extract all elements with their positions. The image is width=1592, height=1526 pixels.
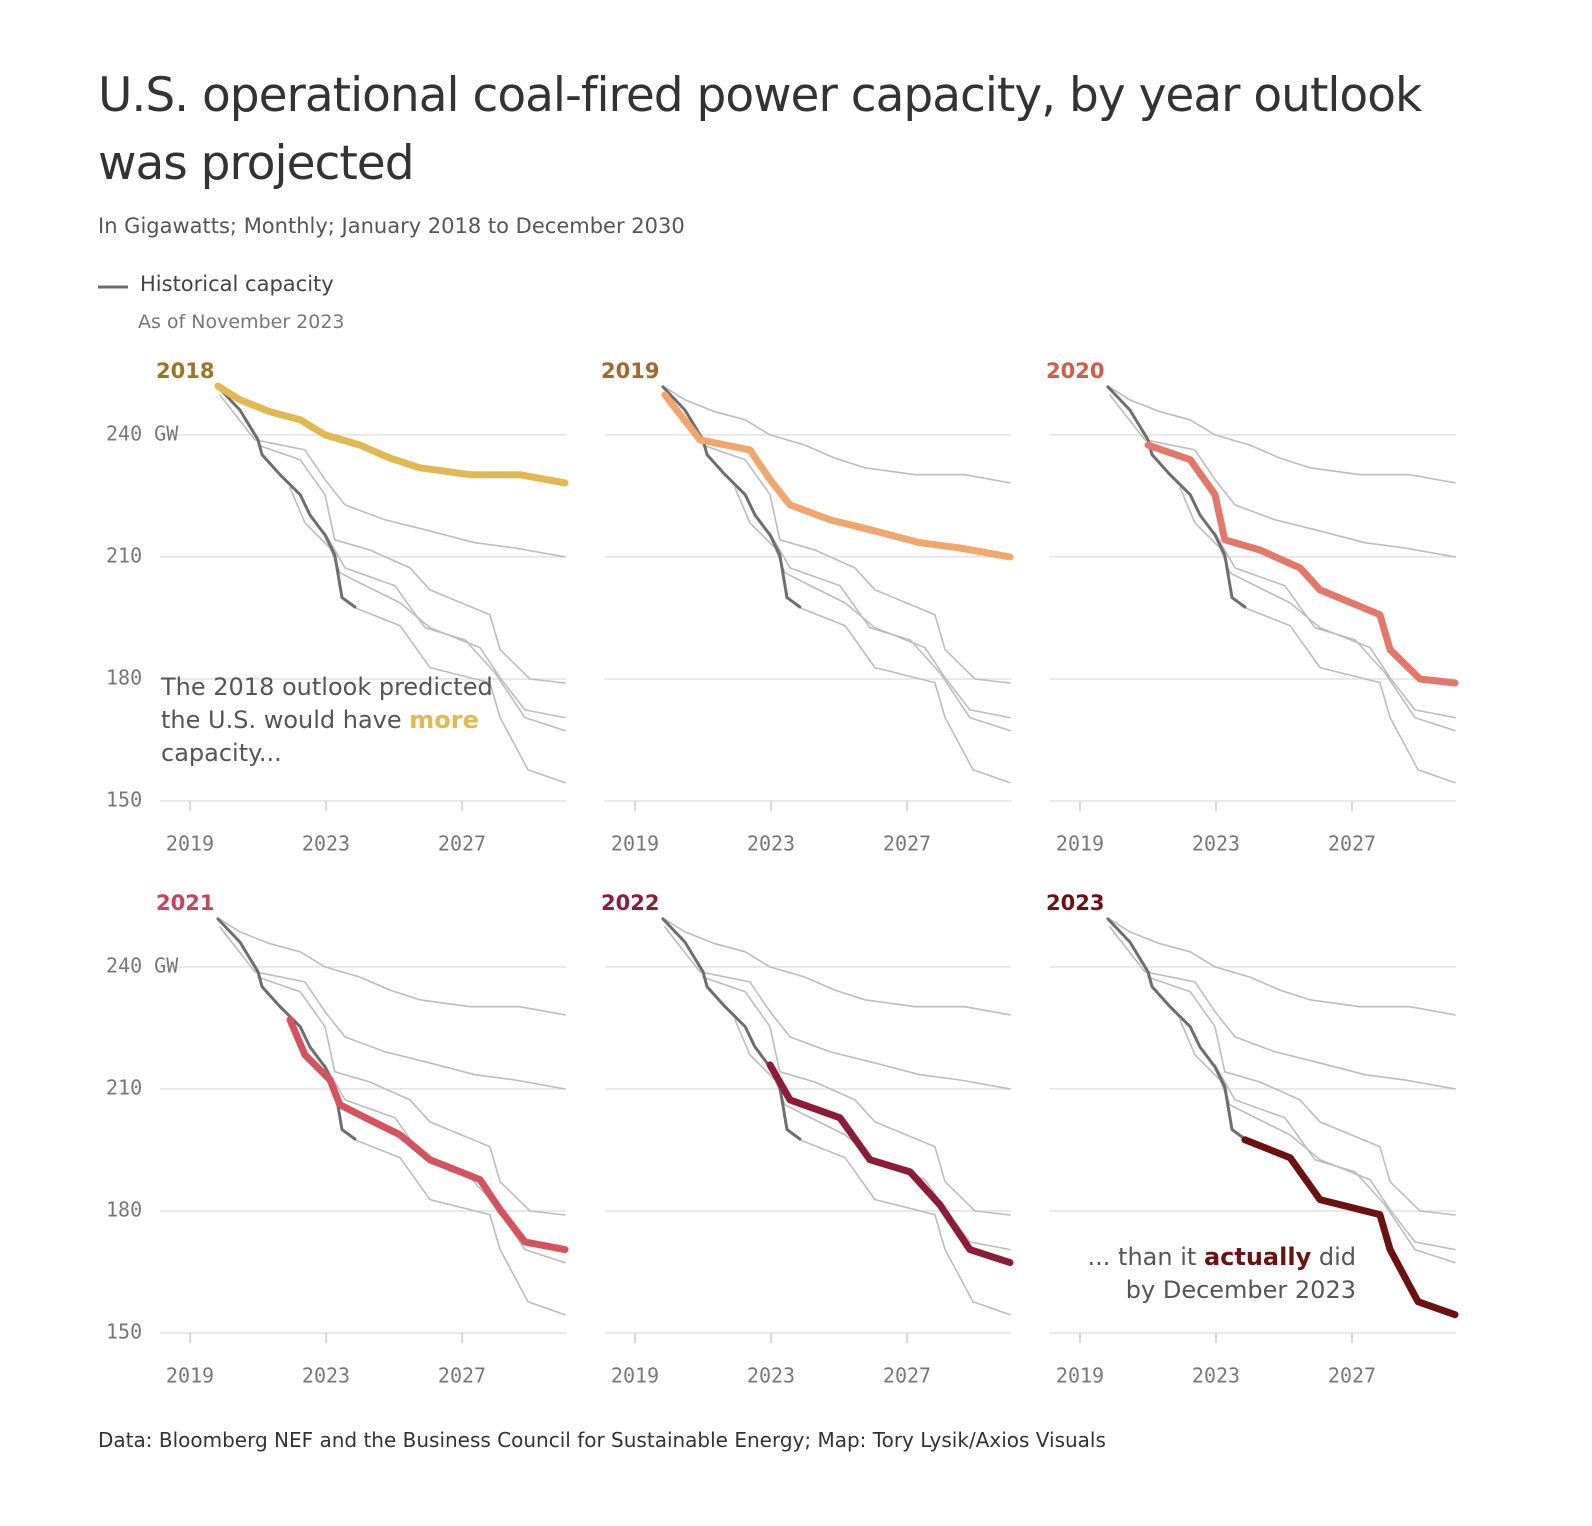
context-line (219, 926, 566, 1090)
context-line (1214, 532, 1456, 732)
source: Data: Bloomberg NEF and the Business Cou… (98, 1428, 1106, 1452)
panel-label: 2020 (1046, 359, 1104, 383)
chart-title: U.S. operational coal-fired power capaci… (98, 68, 1422, 191)
panel-label: 2021 (156, 891, 214, 915)
context-line (257, 976, 566, 1216)
context-line (1109, 926, 1456, 1090)
context-line (1107, 917, 1456, 1016)
x-tick-label: 2023 (1192, 1364, 1240, 1388)
context-line (354, 607, 566, 784)
y-tick-label: 180 (106, 665, 142, 689)
x-tick-label: 2019 (611, 832, 659, 856)
panel-label: 2023 (1046, 891, 1104, 915)
y-tick-label: 150 (106, 788, 142, 812)
annotation-text: did by December 2023 (1125, 1243, 1356, 1304)
context-line (769, 532, 1011, 732)
outlook-line (1144, 441, 1459, 687)
context-line (324, 532, 566, 732)
y-tick-label: 240 GW (106, 421, 179, 445)
panel-label: 2022 (601, 891, 659, 915)
legend-label: Historical capacity (140, 272, 334, 296)
x-tick-label: 2027 (438, 832, 486, 856)
chart-subtitle: In Gigawatts; Monthly; January 2018 to D… (98, 214, 685, 238)
x-tick-label: 2023 (747, 832, 795, 856)
legend-note: As of November 2023 (138, 311, 345, 333)
x-tick-label: 2019 (1056, 832, 1104, 856)
context-line (1147, 976, 1456, 1216)
x-tick-label: 2019 (1056, 1364, 1104, 1388)
annotation-text: ... than it (1087, 1243, 1197, 1271)
context-line (702, 444, 1011, 684)
x-tick-label: 2027 (1328, 832, 1376, 856)
context-line (734, 487, 1011, 719)
x-tick-label: 2019 (166, 1364, 214, 1388)
x-tick-label: 2019 (166, 832, 214, 856)
outlook-line (214, 382, 569, 487)
y-tick-label: 150 (106, 1320, 142, 1344)
context-line (217, 917, 566, 1016)
panel-label: 2018 (156, 359, 214, 383)
context-line (1107, 385, 1456, 484)
historical-line (1106, 385, 1247, 609)
y-tick-label: 210 (106, 543, 142, 567)
historical-line (661, 385, 802, 609)
context-line (219, 394, 566, 558)
x-tick-label: 2023 (302, 832, 350, 856)
context-line (662, 917, 1011, 1016)
context-line (354, 1139, 566, 1316)
context-line (664, 926, 1011, 1090)
annotation-text: The 2018 outlook predicted the U.S. woul… (161, 673, 493, 734)
context-line (799, 607, 1011, 784)
context-line (1109, 394, 1456, 558)
context-line (1179, 487, 1456, 719)
context-line (1179, 1019, 1456, 1251)
y-tick-label: 210 (106, 1075, 142, 1099)
x-tick-label: 2023 (747, 1364, 795, 1388)
panel-label: 2019 (601, 359, 659, 383)
x-tick-label: 2027 (438, 1364, 486, 1388)
outlook-line (766, 1061, 1014, 1267)
annotation-text: capacity... (161, 739, 282, 767)
outlook-line (286, 1016, 569, 1254)
context-line (662, 385, 1011, 484)
annotation-emphasis: actually (1203, 1243, 1312, 1271)
annotation: ... than it actually did by December 202… (1056, 1241, 1356, 1307)
annotation-emphasis: more (409, 706, 479, 734)
x-tick-label: 2027 (1328, 1364, 1376, 1388)
outlook-line (661, 391, 1014, 561)
x-tick-label: 2023 (1192, 832, 1240, 856)
x-tick-label: 2027 (883, 1364, 931, 1388)
outlook-line (1241, 1136, 1459, 1319)
y-tick-label: 180 (106, 1197, 142, 1221)
annotation: The 2018 outlook predicted the U.S. woul… (161, 671, 511, 770)
context-line (1214, 1064, 1456, 1264)
historical-line (1106, 917, 1247, 1141)
x-tick-label: 2027 (883, 832, 931, 856)
context-line (799, 1139, 1011, 1316)
y-tick-label: 240 GW (106, 953, 179, 977)
context-line (257, 444, 566, 684)
context-line (1244, 607, 1456, 784)
historical-line (661, 917, 802, 1141)
x-tick-label: 2023 (302, 1364, 350, 1388)
historical-line (216, 385, 357, 609)
context-line (702, 976, 1011, 1216)
context-line (289, 487, 566, 719)
x-tick-label: 2019 (611, 1364, 659, 1388)
